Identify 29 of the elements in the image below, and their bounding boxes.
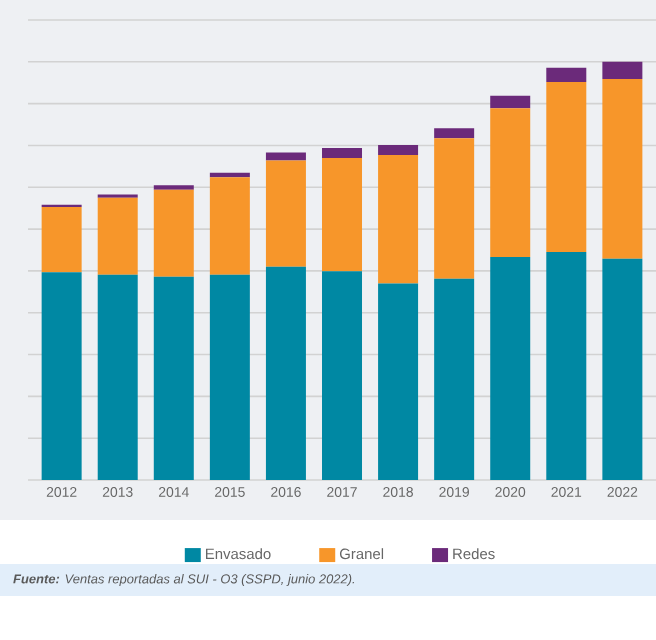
bar <box>209 274 250 480</box>
bar <box>434 278 475 480</box>
bar <box>153 276 194 480</box>
bar <box>490 95 531 109</box>
bar <box>97 274 138 480</box>
bar <box>322 157 363 272</box>
bar <box>546 81 587 253</box>
bar <box>41 206 82 273</box>
bar <box>265 160 306 267</box>
bar <box>153 189 194 277</box>
bar <box>546 67 587 82</box>
bar <box>378 155 419 284</box>
bar <box>265 266 306 480</box>
bar <box>265 152 306 161</box>
bar <box>602 258 643 480</box>
bar <box>434 128 475 139</box>
bar <box>41 272 82 480</box>
bar <box>322 147 363 158</box>
bar <box>434 138 475 279</box>
bar <box>209 177 250 275</box>
bar <box>322 271 363 480</box>
bar <box>602 78 643 259</box>
bar <box>97 197 138 275</box>
bar <box>546 252 587 480</box>
bar <box>378 283 419 480</box>
bar <box>602 61 643 79</box>
bar <box>490 108 531 258</box>
bar <box>378 145 419 156</box>
bar <box>490 257 531 480</box>
